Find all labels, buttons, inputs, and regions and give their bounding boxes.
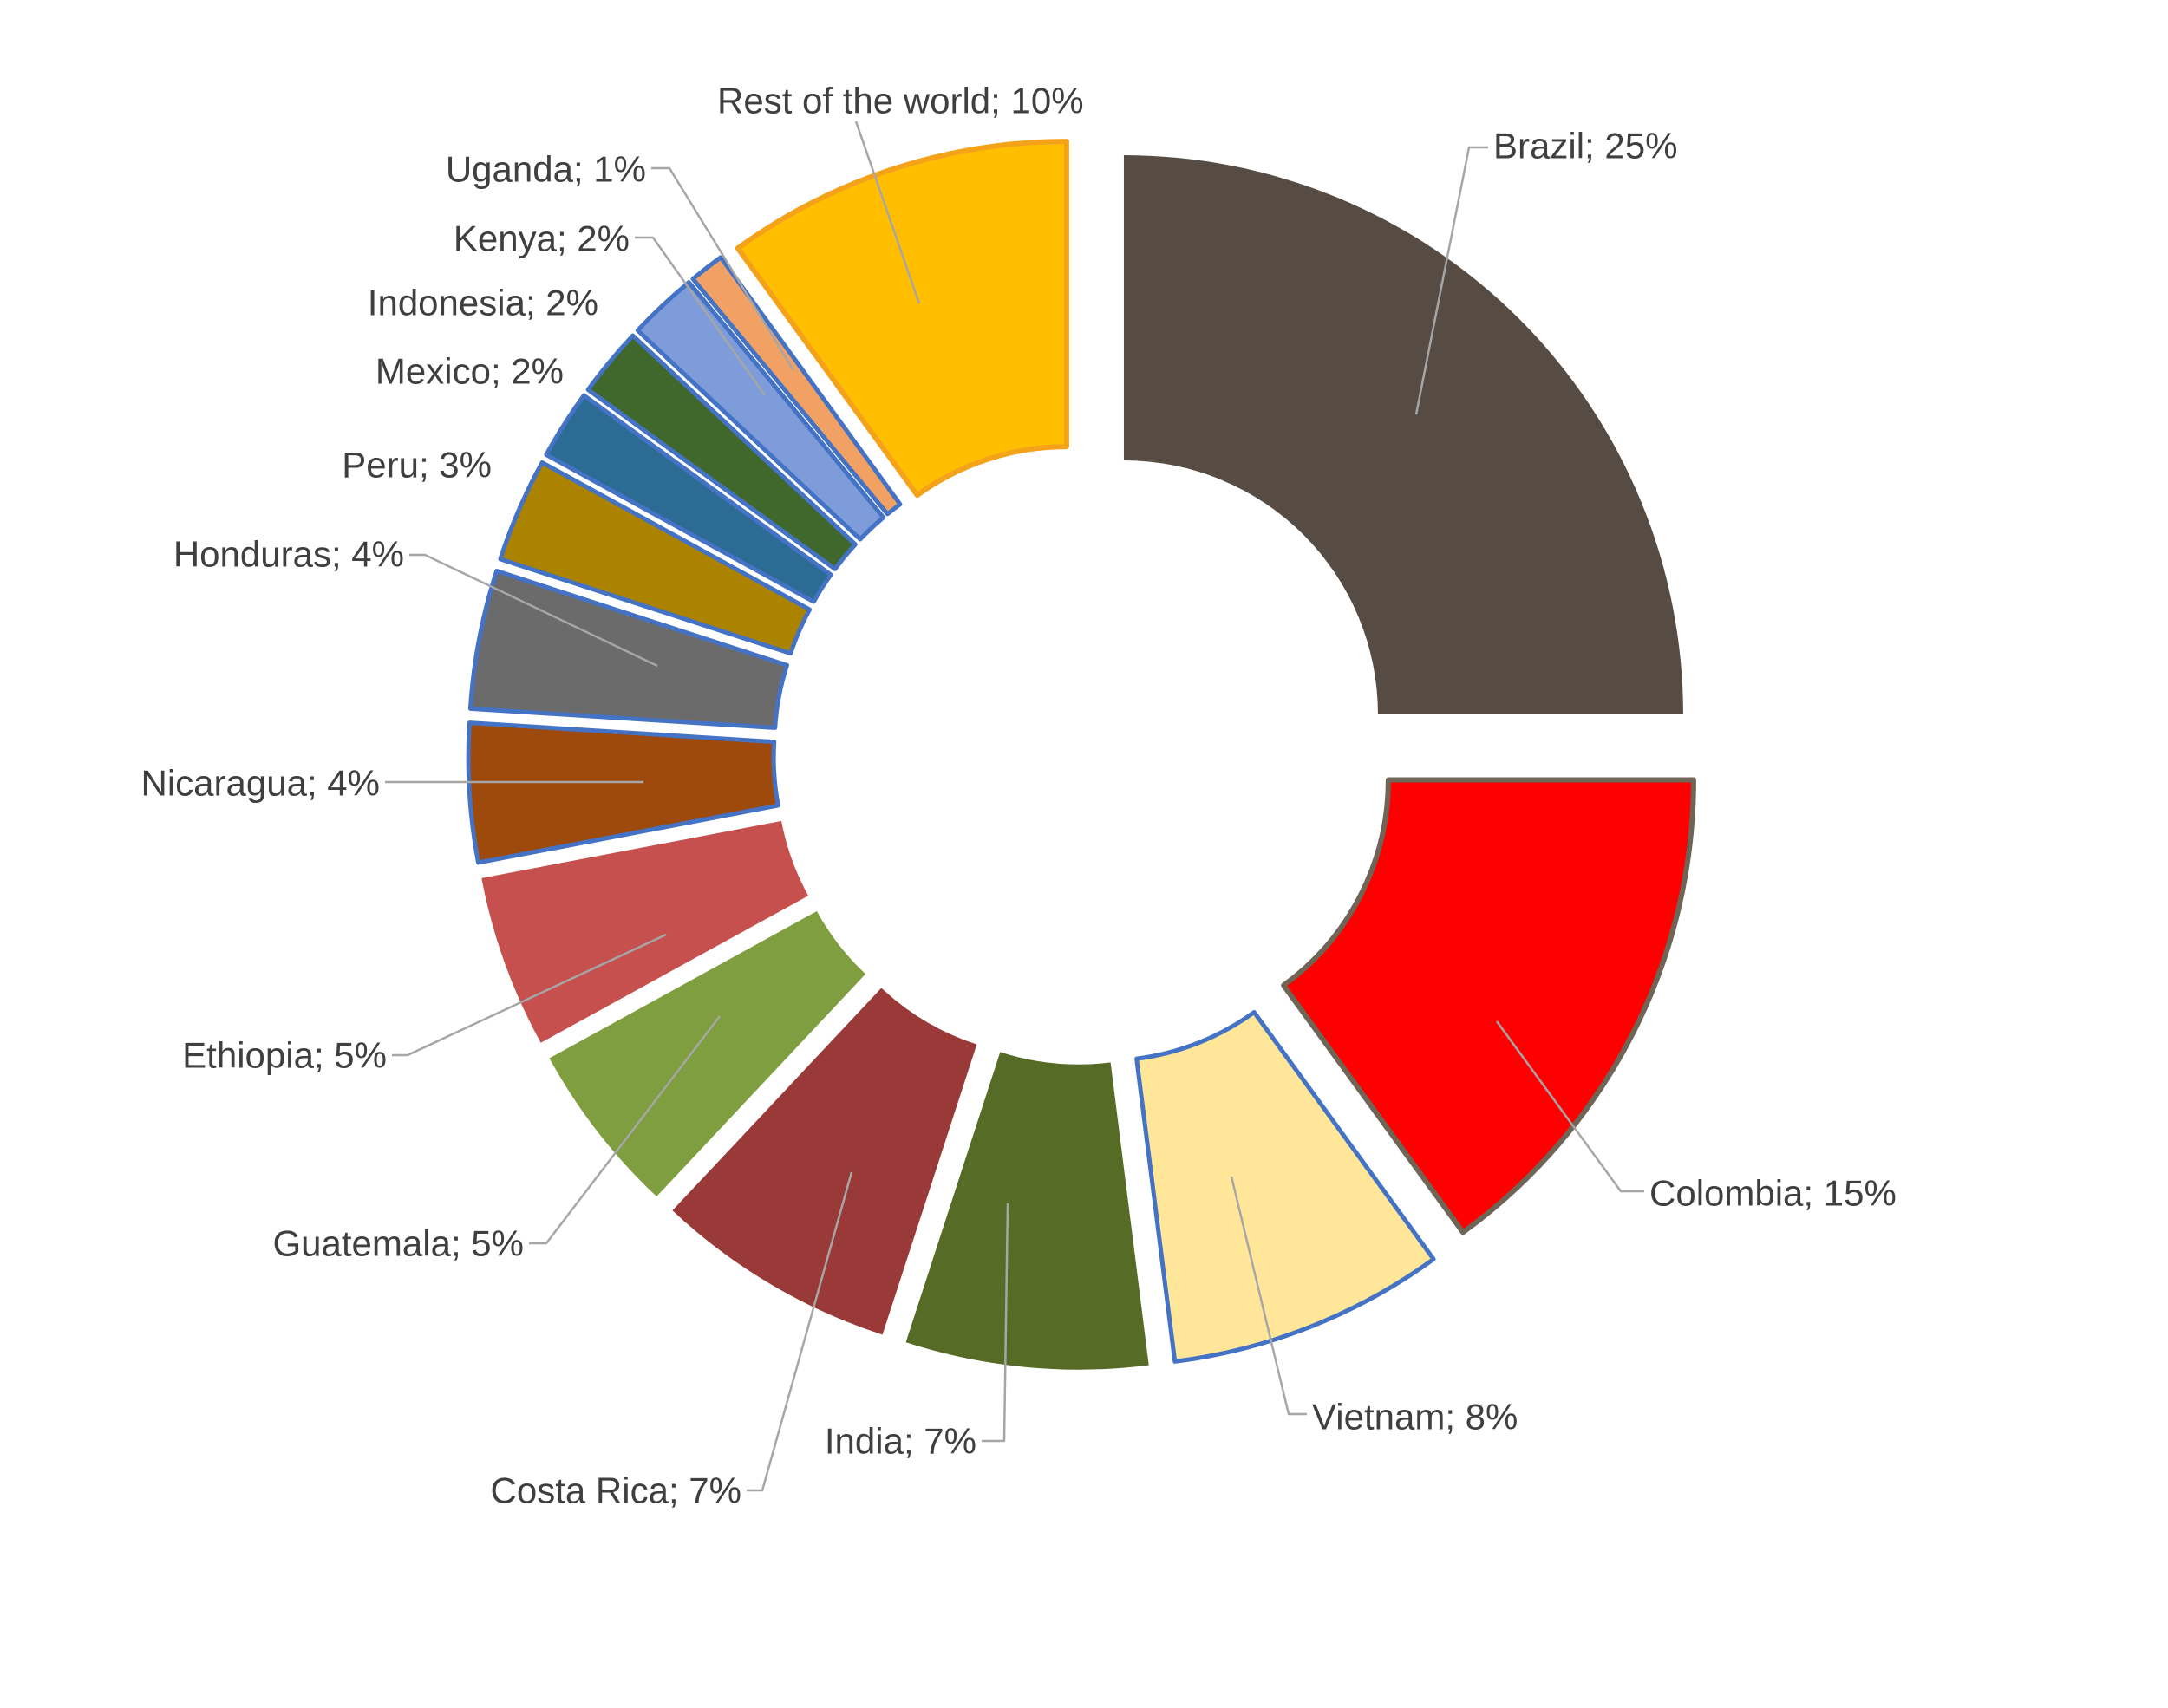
data-label-ethiopia: Ethiopia; 5%: [182, 1035, 387, 1076]
leader-line-vietnam: [1230, 1176, 1307, 1416]
leader-line-guatemala: [529, 1015, 721, 1245]
data-label-uganda: Uganda; 1%: [446, 149, 646, 190]
leader-line-rest-of-the-world: [854, 121, 921, 304]
leader-lines-layer: [385, 121, 1644, 1492]
slice-india: [905, 1052, 1149, 1370]
slice-peru: [498, 460, 813, 656]
slice-vietnam: [1134, 1009, 1436, 1364]
slice-ethiopia: [481, 820, 809, 1043]
data-label-mexico: Mexico; 2%: [375, 351, 564, 392]
leader-line-ethiopia: [392, 933, 667, 1057]
slice-kenya: [635, 280, 886, 542]
slices-layer: [466, 139, 1696, 1370]
leader-line-honduras: [409, 553, 658, 668]
leader-line-india: [982, 1203, 1009, 1443]
leader-line-costa-rica: [747, 1171, 853, 1492]
slice-honduras: [467, 568, 789, 730]
data-label-peru: Peru; 3%: [342, 445, 492, 486]
data-label-india: India; 7%: [825, 1421, 976, 1462]
leader-line-uganda: [651, 166, 795, 371]
leader-line-brazil: [1414, 146, 1488, 415]
data-label-colombia: Colombia; 15%: [1649, 1173, 1897, 1214]
leader-line-kenya: [635, 236, 767, 396]
data-label-kenya: Kenya; 2%: [454, 218, 630, 259]
leader-line-colombia: [1495, 1020, 1644, 1193]
data-label-vietnam: Vietnam; 8%: [1312, 1397, 1518, 1437]
data-label-indonesia: Indonesia; 2%: [368, 283, 598, 323]
slice-colombia: [1281, 777, 1696, 1235]
slice-rest-of-the-world: [735, 139, 1069, 499]
slice-costa-rica: [672, 988, 977, 1335]
data-label-costa-rica: Costa Rica; 7%: [491, 1470, 741, 1511]
slice-guatemala: [549, 910, 866, 1197]
data-label-rest-of-the-world: Rest of the world; 10%: [717, 81, 1084, 121]
slice-uganda: [690, 255, 903, 517]
data-label-nicaragua: Nicaragua; 4%: [141, 763, 380, 804]
data-labels-layer: Rest of the world; 10% Uganda; 1% Kenya; 2…: [141, 81, 1897, 1511]
slice-indonesia: [585, 333, 858, 571]
data-label-guatemala: Guatemala; 5%: [273, 1223, 525, 1264]
slice-brazil: [1123, 155, 1683, 715]
data-label-brazil: Brazil; 25%: [1493, 126, 1677, 166]
slice-mexico: [544, 393, 833, 604]
slice-nicaragua: [466, 720, 780, 865]
data-label-honduras: Honduras; 4%: [173, 534, 404, 575]
